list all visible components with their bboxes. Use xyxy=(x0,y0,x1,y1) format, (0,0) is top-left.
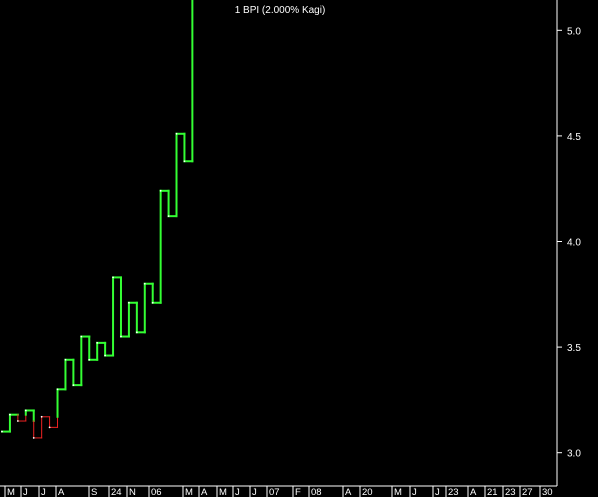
x-tick-label: M xyxy=(185,487,193,497)
x-tick-label: F xyxy=(295,487,301,497)
y-tick-label: 4.0 xyxy=(567,238,581,249)
kagi-point xyxy=(159,189,162,192)
kagi-point xyxy=(175,132,178,135)
x-tick-label: N xyxy=(129,487,136,497)
x-tick-label: 20 xyxy=(362,487,373,497)
kagi-point xyxy=(183,160,186,163)
kagi-point xyxy=(167,215,170,218)
y-tick-label: 3.5 xyxy=(567,343,581,354)
kagi-point xyxy=(128,301,130,304)
x-tick-label: A xyxy=(58,487,65,497)
x-tick-label: 23 xyxy=(505,487,516,497)
x-tick-label: J xyxy=(252,487,257,497)
kagi-lines xyxy=(1,0,194,439)
kagi-point xyxy=(112,276,114,279)
kagi-point xyxy=(96,341,99,344)
x-tick-label: J xyxy=(412,487,417,497)
x-tick-label: J xyxy=(235,487,240,497)
x-tick-label: 23 xyxy=(448,487,459,497)
x-tick-label: 27 xyxy=(522,487,533,497)
kagi-point xyxy=(48,426,51,429)
y-axis: 3.03.54.04.55.05.56.06.57.0 xyxy=(557,26,581,460)
kagi-point xyxy=(24,409,27,412)
kagi-point xyxy=(64,358,67,361)
x-tick-label: J xyxy=(435,487,440,497)
x-axis: M J J A S 24 N 06 M A M J J 07 F 08 A 20 M J J 23 A 21 23 27 30 xyxy=(4,486,553,497)
x-tick-label: M xyxy=(7,487,15,497)
kagi-point xyxy=(88,358,91,361)
x-tick-label: 07 xyxy=(269,487,280,497)
kagi-point xyxy=(143,282,146,285)
x-tick-label: 06 xyxy=(151,487,162,497)
x-tick-label: A xyxy=(470,487,477,497)
kagi-point xyxy=(16,420,19,422)
x-tick-label: S xyxy=(91,487,97,497)
x-tick-label: 21 xyxy=(487,487,498,497)
kagi-point xyxy=(1,430,3,433)
x-tick-label: A xyxy=(201,487,208,497)
kagi-point xyxy=(56,388,59,391)
y-tick-label: 5.0 xyxy=(567,26,581,37)
kagi-point xyxy=(72,384,75,387)
x-tick-label: 24 xyxy=(111,487,122,497)
y-tick-label: 3.0 xyxy=(567,449,581,460)
y-tick-label: 4.5 xyxy=(567,132,581,143)
kagi-point xyxy=(32,437,35,439)
x-tick-label: 30 xyxy=(542,487,553,497)
kagi-point xyxy=(120,335,122,338)
kagi-point xyxy=(40,415,43,418)
x-tick-label: M xyxy=(394,487,402,497)
x-tick-label: M xyxy=(219,487,227,497)
chart-title: 1 BPI (2.000% Kagi) xyxy=(235,5,326,16)
x-tick-label: J xyxy=(23,487,28,497)
x-tick-label: J xyxy=(41,487,46,497)
kagi-point xyxy=(80,335,83,338)
kagi-point xyxy=(135,331,138,334)
x-tick-label: A xyxy=(345,487,352,497)
kagi-point xyxy=(104,354,107,357)
kagi-point xyxy=(151,301,154,304)
x-tick-label: 08 xyxy=(311,487,322,497)
kagi-point xyxy=(9,413,11,416)
